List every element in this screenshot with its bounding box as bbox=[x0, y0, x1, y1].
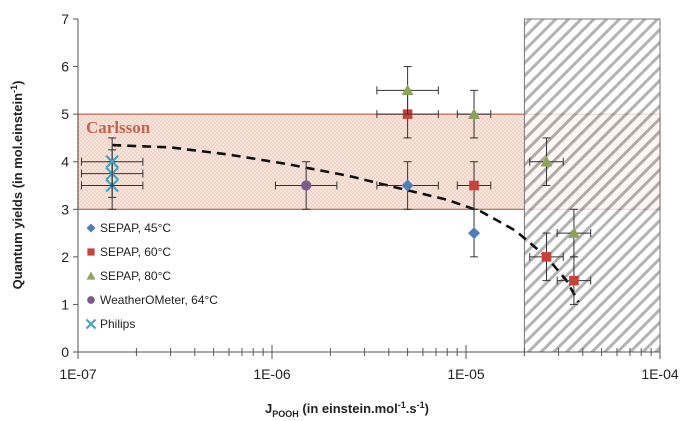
legend-marker bbox=[87, 296, 95, 304]
legend-marker bbox=[86, 223, 96, 233]
x-axis-title-tail: ) bbox=[425, 401, 429, 416]
x-axis-title-mid: .s bbox=[406, 401, 417, 416]
legend-marker bbox=[86, 271, 96, 280]
x-axis-title-sup1: -1 bbox=[398, 400, 406, 410]
legend-marker bbox=[85, 318, 97, 330]
carlsson-band-label: Carlsson bbox=[86, 118, 151, 137]
x-tick-label: 1E-05 bbox=[447, 366, 485, 382]
data-point bbox=[401, 84, 414, 96]
x-axis-title: JPOOH (in einstein.mol-1.s-1) bbox=[265, 400, 429, 419]
y-axis-title-superscript: -1 bbox=[9, 85, 19, 93]
y-tick-label: 0 bbox=[61, 344, 69, 360]
data-point bbox=[468, 108, 481, 119]
y-tick-label: 3 bbox=[61, 201, 69, 217]
y-tick-label: 2 bbox=[61, 249, 69, 265]
x-tick-label: 1E-06 bbox=[253, 366, 291, 382]
x-axis-title-pre: (in einstein.mol bbox=[299, 401, 398, 416]
x-tick-label: 1E-07 bbox=[59, 366, 97, 382]
legend-label: SEPAP, 60°C bbox=[100, 245, 171, 259]
y-axis-title-main: Quantum yields (in mol.einstein bbox=[10, 93, 25, 290]
y-tick-label: 7 bbox=[61, 11, 69, 27]
x-tick-label: 1E-04 bbox=[641, 366, 679, 382]
data-point bbox=[401, 179, 414, 192]
legend-label: SEPAP, 45°C bbox=[100, 221, 171, 235]
data-point bbox=[569, 275, 579, 286]
series-3 bbox=[274, 161, 338, 210]
data-point bbox=[567, 227, 580, 238]
y-tick-label: 6 bbox=[61, 59, 69, 75]
y-axis-title-tail: ) bbox=[10, 81, 25, 85]
y-tick-label: 5 bbox=[61, 106, 69, 122]
legend-marker bbox=[87, 248, 95, 256]
data-point bbox=[469, 180, 479, 191]
y-tick-label: 1 bbox=[61, 296, 69, 312]
series-4 bbox=[80, 137, 144, 210]
series-0 bbox=[376, 161, 481, 258]
data-point bbox=[468, 227, 481, 240]
x-axis-title-subscript: POOH bbox=[272, 409, 299, 419]
data-point bbox=[541, 252, 552, 262]
x-axis-title-j: J bbox=[265, 401, 272, 416]
data-point bbox=[105, 154, 119, 169]
legend-label: SEPAP, 80°C bbox=[100, 269, 171, 283]
y-tick-label: 4 bbox=[61, 154, 69, 170]
trend-line bbox=[112, 143, 580, 303]
data-point bbox=[540, 155, 553, 167]
legend-label: WeatherOMeter, 64°C bbox=[100, 293, 218, 307]
legend-label: Philips bbox=[100, 317, 135, 331]
data-point bbox=[301, 180, 312, 191]
series-2 bbox=[376, 66, 592, 258]
y-axis-title: Quantum yields (in mol.einstein-1) bbox=[9, 81, 25, 290]
x-axis-title-sup2: -1 bbox=[417, 400, 425, 410]
